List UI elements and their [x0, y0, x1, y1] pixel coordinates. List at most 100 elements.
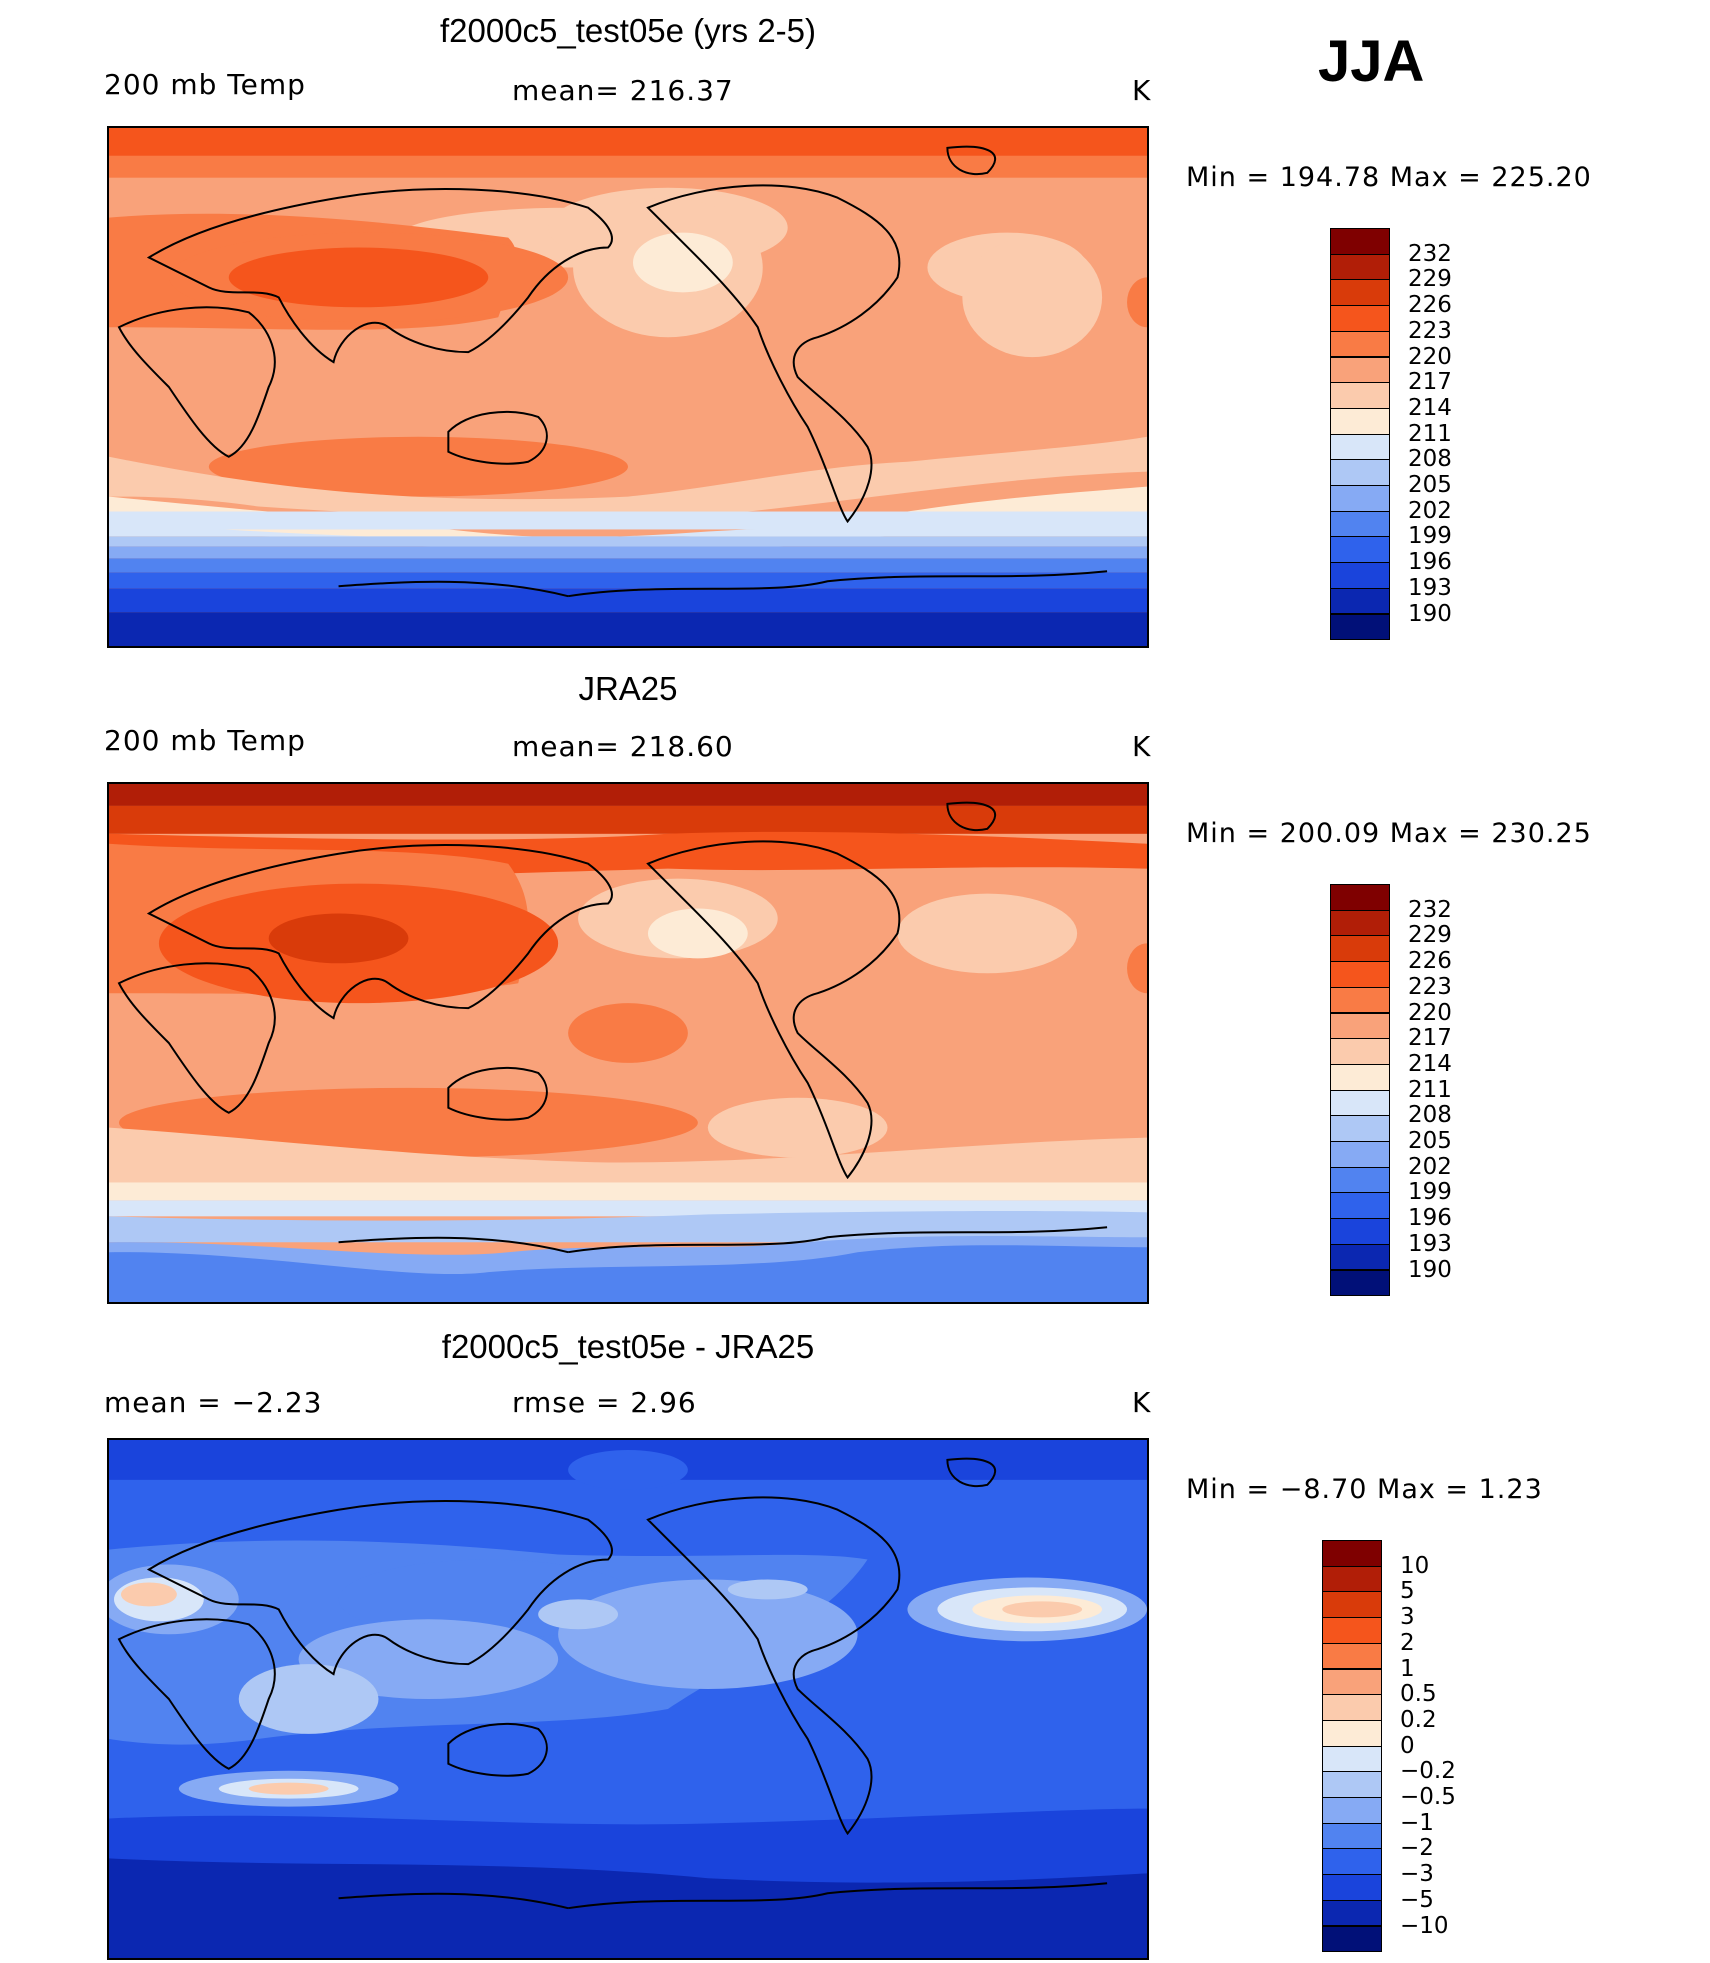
colorbar-swatch	[1330, 909, 1390, 937]
colorbar-swatch	[1330, 433, 1390, 461]
colorbar-swatch	[1330, 485, 1390, 512]
colorbar-swatch	[1322, 1848, 1382, 1876]
colorbar-swatch	[1330, 587, 1390, 615]
panel2-mean-label: mean= 218.60	[512, 730, 734, 763]
colorbar-label: 199	[1408, 1179, 1452, 1206]
colorbar-label: 1	[1400, 1655, 1415, 1682]
panel1-map	[107, 126, 1149, 648]
colorbar-label: 232	[1408, 896, 1452, 923]
panel1-mean-label: mean= 216.37	[512, 74, 734, 107]
colorbar-label: 229	[1408, 266, 1452, 293]
colorbar-swatch	[1322, 1694, 1382, 1721]
colorbar-swatch	[1330, 253, 1390, 281]
colorbar-swatch	[1322, 1565, 1382, 1593]
colorbar-label: 0.5	[1400, 1681, 1437, 1708]
colorbar-swatch	[1330, 986, 1390, 1014]
colorbar-swatch	[1322, 1771, 1382, 1798]
colorbar-swatch	[1330, 1038, 1390, 1065]
panel3-map	[107, 1438, 1149, 1960]
colorbar-swatch	[1330, 1166, 1390, 1194]
colorbar-label: −10	[1400, 1912, 1449, 1939]
colorbar-swatch	[1322, 1540, 1382, 1567]
colorbar-swatch	[1330, 884, 1390, 911]
colorbar-label: 226	[1408, 292, 1452, 319]
colorbar-label: 5	[1400, 1578, 1415, 1605]
colorbar-swatch	[1322, 1899, 1382, 1927]
colorbar-label: −3	[1400, 1861, 1434, 1888]
colorbar-swatch	[1330, 1012, 1390, 1040]
colorbar-label: 211	[1408, 1076, 1452, 1103]
colorbar-label: 196	[1408, 1205, 1452, 1232]
colorbar-label: 193	[1408, 574, 1452, 601]
colorbar-label: 214	[1408, 394, 1452, 421]
colorbar-label: 232	[1408, 240, 1452, 267]
colorbar-swatch	[1330, 536, 1390, 564]
colorbar-label: 202	[1408, 497, 1452, 524]
season-label: JJA	[1318, 29, 1425, 94]
colorbar-label: 223	[1408, 973, 1452, 1000]
colorbar-swatch	[1330, 459, 1390, 486]
colorbar-label: 220	[1408, 343, 1452, 370]
panel2-variable-label: 200 mb Temp	[104, 724, 306, 757]
colorbar-swatch	[1330, 935, 1390, 963]
colorbar-label: 190	[1408, 600, 1452, 627]
panel2-minmax-label: Min = 200.09 Max = 230.25	[1186, 818, 1592, 849]
colorbar-swatch	[1330, 1269, 1390, 1297]
panel2-units-label: K	[1132, 730, 1152, 763]
colorbar-label: −0.5	[1400, 1784, 1456, 1810]
colorbar-swatch	[1330, 1141, 1390, 1168]
panel2-title: JRA25	[578, 670, 678, 707]
colorbar-swatch	[1330, 228, 1390, 255]
colorbar-label: 10	[1400, 1552, 1430, 1579]
colorbar-label: 229	[1408, 922, 1452, 949]
colorbar-swatch	[1322, 1642, 1382, 1670]
colorbar-label: −5	[1400, 1886, 1434, 1913]
colorbar-label: 205	[1408, 472, 1452, 498]
panel1-variable-label: 200 mb Temp	[104, 68, 306, 101]
colorbar-swatch	[1330, 1192, 1390, 1220]
panel1-title: f2000c5_test05e (yrs 2-5)	[439, 12, 817, 49]
colorbar-label: 2	[1400, 1629, 1415, 1656]
colorbar-swatch	[1330, 330, 1390, 358]
panel3-mean-label: mean = −2.23	[104, 1386, 323, 1419]
colorbar-label: 223	[1408, 317, 1452, 344]
colorbar-label: 217	[1408, 1025, 1452, 1052]
colorbar-swatch	[1330, 382, 1390, 409]
colorbar-swatch	[1322, 1668, 1382, 1696]
panel3-title: f2000c5_test05e - JRA25	[441, 1328, 815, 1365]
panel1-units-label: K	[1132, 74, 1152, 107]
colorbar-label: 220	[1408, 999, 1452, 1026]
panel2-map	[107, 782, 1149, 1304]
colorbar-swatch	[1330, 961, 1390, 988]
colorbar-swatch	[1330, 356, 1390, 384]
colorbar-swatch	[1330, 407, 1390, 435]
colorbar-swatch	[1330, 562, 1390, 589]
colorbar-swatch	[1330, 305, 1390, 332]
colorbar-swatch	[1330, 1115, 1390, 1142]
colorbar-label: 190	[1408, 1256, 1452, 1283]
colorbar-swatch	[1322, 1822, 1382, 1850]
colorbar-label: 214	[1408, 1050, 1452, 1077]
colorbar-swatch	[1322, 1617, 1382, 1644]
colorbar-label: 205	[1408, 1128, 1452, 1154]
colorbar-label: 208	[1408, 1102, 1452, 1129]
panel1-minmax-label: Min = 194.78 Max = 225.20	[1186, 162, 1592, 193]
colorbar-label: 202	[1408, 1153, 1452, 1180]
colorbar-label: 226	[1408, 948, 1452, 975]
colorbar-swatch	[1322, 1874, 1382, 1901]
colorbar-label: −1	[1400, 1809, 1434, 1836]
colorbar-label: 0.2	[1400, 1706, 1437, 1733]
colorbar-label: 193	[1408, 1230, 1452, 1257]
colorbar-label: 196	[1408, 549, 1452, 576]
colorbar-swatch	[1330, 510, 1390, 538]
colorbar-swatch	[1322, 1719, 1382, 1747]
colorbar-swatch	[1330, 1089, 1390, 1117]
colorbar-swatch	[1330, 1063, 1390, 1091]
colorbar-swatch	[1322, 1745, 1382, 1773]
colorbar-label: 0	[1400, 1732, 1415, 1759]
panel3-units-label: K	[1132, 1386, 1152, 1419]
colorbar-label: 208	[1408, 446, 1452, 473]
colorbar-label: 199	[1408, 523, 1452, 550]
panel3-rmse-label: rmse = 2.96	[512, 1386, 697, 1419]
colorbar-swatch	[1330, 1218, 1390, 1245]
